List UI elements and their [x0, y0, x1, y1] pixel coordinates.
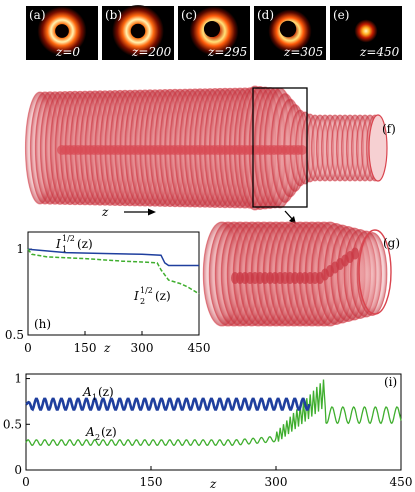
legend-i2-sup: 1/2	[140, 286, 153, 295]
vortex-core	[130, 23, 146, 39]
panel-letter: (c)	[181, 8, 197, 22]
legend-a2: A 2 (z)	[85, 425, 117, 442]
legend-a1: A 1 (z)	[82, 385, 114, 402]
chart-i-xtick-label: 150	[140, 475, 163, 489]
vortex-core	[279, 20, 297, 38]
legend-a1-sub: 1	[92, 393, 97, 402]
legend-i2: I 1/2 2 (z)	[133, 286, 171, 306]
intensity-spot	[354, 19, 378, 43]
chart-i-xlabel: z	[209, 477, 217, 491]
chart-i: 0 150 300 450 0 0.5 1 (i) z A 1 (z) A 2 (z)	[3, 372, 413, 491]
legend-i1: I 1/2 1 (z)	[55, 234, 93, 254]
chart-i-ytick-label: 0	[14, 463, 22, 477]
tube-f-end	[368, 114, 388, 182]
panel-f-axis-label: z	[101, 205, 109, 219]
chart-h-series-0	[27, 248, 199, 267]
chart-h-xtick-label: 300	[131, 341, 154, 355]
chart-i-series-a1	[25, 397, 311, 412]
vortex-core	[55, 24, 69, 38]
chart-h-frame	[27, 231, 200, 336]
chart-h-ytick-label: 0.5	[5, 328, 24, 342]
intensity-panels: (a) z=0 (b) z=200 (c) z=295 (d) z=305 (e) z=450	[26, 5, 402, 60]
legend-i1-tail: (z)	[77, 237, 93, 251]
panel-f-letter: (f)	[382, 122, 396, 136]
intensity-panel-1: (b) z=200	[102, 5, 174, 60]
legend-i1-sub: 1	[62, 245, 67, 254]
z-arrow-head	[148, 208, 156, 216]
panel-g-letter: (g)	[383, 236, 400, 250]
tube-f-core	[297, 145, 307, 155]
chart-h-xtick-label: 0	[24, 341, 32, 355]
chart-h-ytick-label: 1	[16, 242, 24, 256]
panel-z-label: z=295	[207, 45, 247, 59]
legend-i2-tail: (z)	[155, 289, 171, 303]
chart-i-ytick-label: 1	[14, 372, 22, 386]
legend-i2-main: I	[133, 289, 139, 303]
legend-i1-sup: 1/2	[62, 234, 75, 243]
legend-a2-tail: (z)	[101, 425, 117, 439]
panel-z-label: z=305	[283, 45, 323, 59]
chart-h-letter: (h)	[34, 317, 51, 331]
chart-i-xtick-label: 0	[22, 475, 30, 489]
legend-a2-sub: 2	[95, 433, 100, 442]
tube-panel-g	[202, 221, 392, 327]
vortex-core	[203, 20, 221, 38]
legend-i1-main: I	[55, 237, 61, 251]
panel-letter: (e)	[333, 8, 349, 22]
tube-g-disc	[356, 232, 388, 316]
chart-i-letter: (i)	[384, 375, 397, 389]
panel-letter: (d)	[257, 8, 274, 22]
panel-letter: (b)	[105, 8, 122, 22]
chart-i-ytick-label: 0.5	[3, 417, 22, 431]
tube-panel-f	[24, 85, 388, 211]
tube-g-core	[351, 247, 359, 260]
panel-letter: (a)	[29, 8, 46, 22]
chart-h-xtick-label: 450	[188, 341, 211, 355]
tube-g-end	[358, 229, 392, 315]
legend-a2-main: A	[85, 425, 95, 439]
legend-a1-main: A	[82, 385, 92, 399]
panel-z-label: z=0	[55, 45, 80, 59]
chart-h-xtick-label: 150	[74, 341, 97, 355]
intensity-panel-2: (c) z=295	[178, 6, 250, 60]
chart-h-xlabel: z	[103, 341, 111, 355]
legend-a1-tail: (z)	[98, 385, 114, 399]
chart-h-series-1	[27, 248, 200, 295]
panel-z-label: z=200	[131, 45, 172, 59]
legend-i2-sub: 2	[140, 297, 145, 306]
intensity-panel-0: (a) z=0	[26, 6, 98, 60]
chart-i-xtick-label: 300	[265, 475, 288, 489]
panel-z-label: z=450	[359, 45, 400, 59]
zoom-box	[252, 87, 308, 208]
chart-i-series-a2	[25, 379, 402, 446]
chart-h: 0 150 300 450 0.5 1 (h) z I 1/2 1 (z) I 1/2 2…	[5, 231, 211, 355]
intensity-panel-4: (e) z=450	[330, 6, 402, 60]
intensity-panel-3: (d) z=305	[254, 6, 326, 60]
chart-i-xtick-label: 450	[390, 475, 413, 489]
